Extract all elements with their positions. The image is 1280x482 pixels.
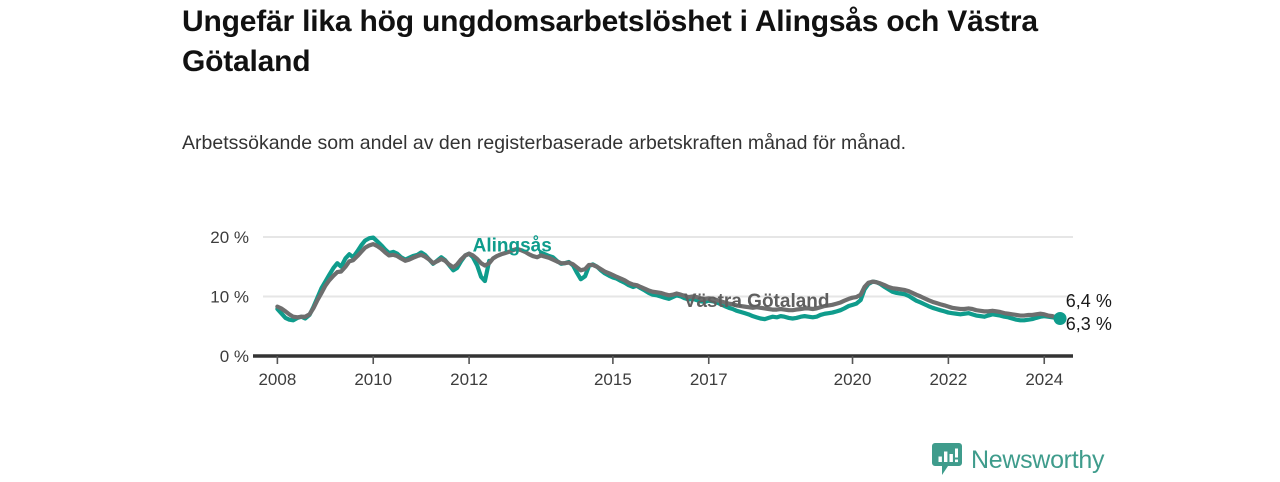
series-end-marker xyxy=(1053,312,1067,326)
newsworthy-logo-text: Newsworthy xyxy=(971,445,1105,474)
y-axis-tick-label: 10 % xyxy=(210,288,249,307)
x-axis-tick-label: 2010 xyxy=(354,370,392,389)
page-title: Ungefär lika hög ungdomsarbetslöshet i A… xyxy=(182,5,1038,78)
chart-subtitle: Arbetssökande som andel av den registerb… xyxy=(182,132,907,154)
series-inline-label: Västra Götaland xyxy=(684,291,830,312)
x-axis-tick-label: 2017 xyxy=(690,370,728,389)
x-axis-labels-group: 2008 2010 2012 2015 2017 2020 2022 2024 xyxy=(258,370,1063,389)
series-lines-group xyxy=(275,235,1067,326)
x-axis-group xyxy=(253,354,1073,364)
series-end-value-label: 6,4 % xyxy=(1066,291,1112,311)
series-line xyxy=(275,235,1063,323)
series-line xyxy=(275,242,1063,321)
y-axis-tick-label: 0 % xyxy=(220,347,249,366)
y-axis-labels-group: 0 % 10 % 20 % xyxy=(210,228,249,366)
series-end-value-label: 6,3 % xyxy=(1066,314,1112,334)
x-axis-tick-label: 2015 xyxy=(594,370,632,389)
series-inline-label: Alingsås xyxy=(473,235,552,256)
y-axis-tick-label: 20 % xyxy=(210,228,249,247)
x-axis-tick-label: 2008 xyxy=(258,370,296,389)
x-axis-tick-label: 2012 xyxy=(450,370,488,389)
x-axis-tick-label: 2024 xyxy=(1025,370,1063,389)
x-axis-tick-label: 2022 xyxy=(929,370,967,389)
x-axis-tick-label: 2020 xyxy=(834,370,872,389)
newsworthy-logo: Newsworthy xyxy=(932,443,1104,477)
chart-annotations-group: Alingsås Västra Götaland 6,4 % 6,3 % xyxy=(473,235,1112,334)
newsworthy-bar-chart-bubble-icon xyxy=(932,443,962,477)
